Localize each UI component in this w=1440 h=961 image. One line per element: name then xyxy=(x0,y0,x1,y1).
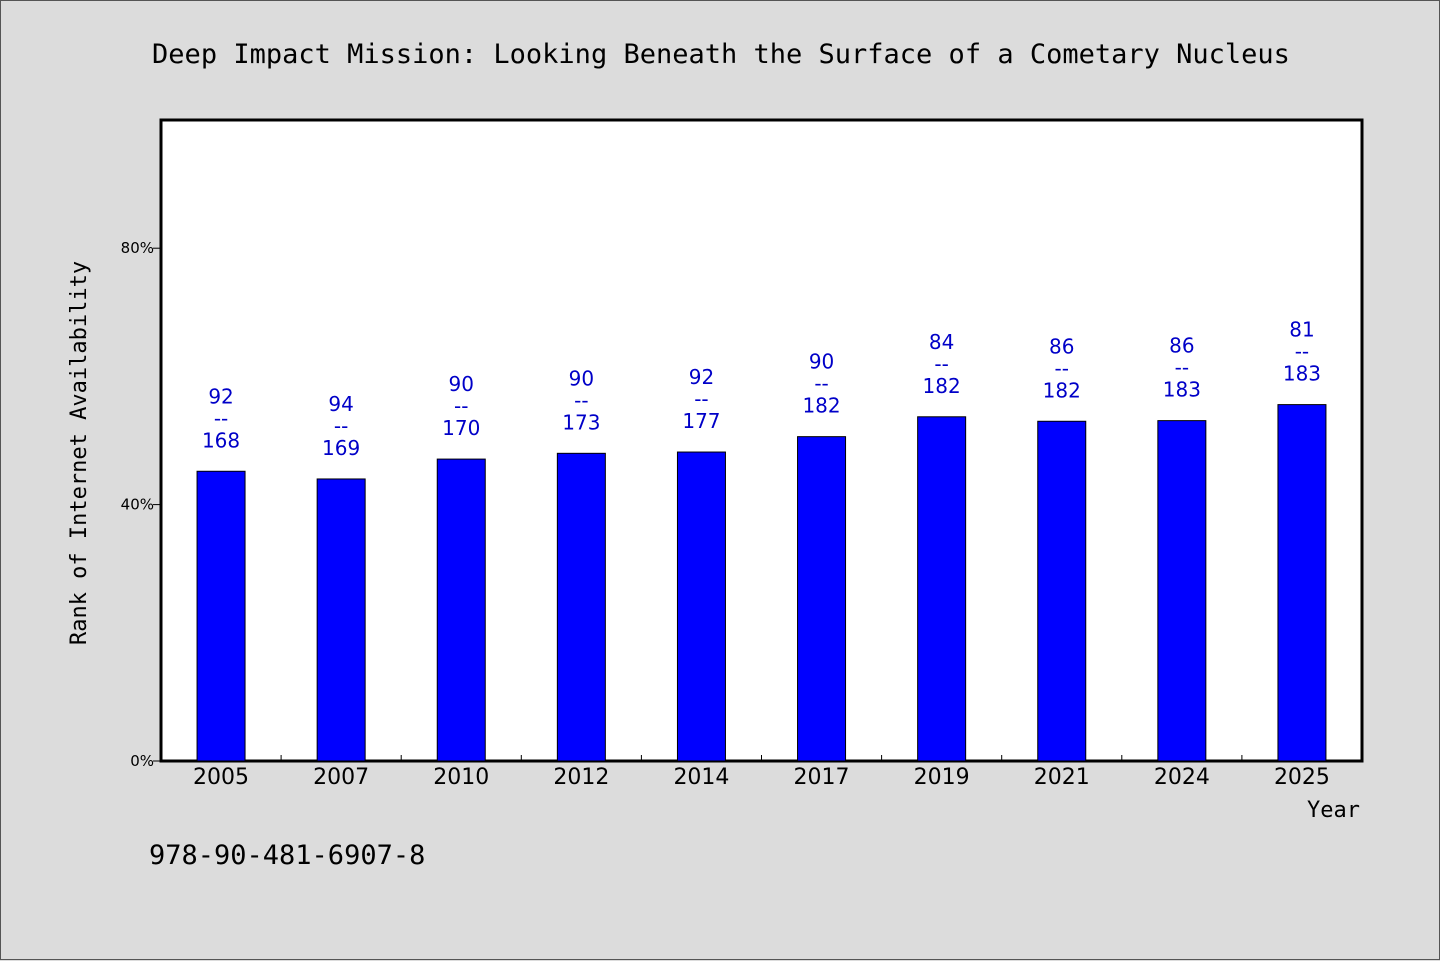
data-label-separator-2024: -- xyxy=(1175,356,1189,380)
x-tick-label-2012: 2012 xyxy=(553,765,609,790)
data-label-total-2012: 173 xyxy=(562,410,600,434)
data-label-rank-2024: 86 xyxy=(1169,334,1194,358)
x-tick-label-2010: 2010 xyxy=(433,765,489,790)
data-label-total-2025: 183 xyxy=(1283,362,1321,386)
data-label-rank-2014: 92 xyxy=(689,365,714,389)
data-label-total-2014: 177 xyxy=(682,409,720,433)
x-tick-label-2014: 2014 xyxy=(673,765,729,790)
data-label-separator-2021: -- xyxy=(1055,356,1069,380)
data-label-separator-2010: -- xyxy=(454,394,468,418)
bar-2014 xyxy=(676,451,726,762)
data-label-rank-2012: 90 xyxy=(569,366,594,390)
bar-2010 xyxy=(436,458,486,762)
bar-2005 xyxy=(196,470,246,762)
data-label-total-2005: 168 xyxy=(202,428,240,452)
y-tick-label-0: 0% xyxy=(130,752,154,770)
x-tick-label-2025: 2025 xyxy=(1274,765,1330,790)
x-tick-label-2005: 2005 xyxy=(193,765,249,790)
bar-2017 xyxy=(797,436,847,762)
data-label-rank-2021: 86 xyxy=(1049,334,1074,358)
x-axis-ticks: 2005 2007 2010 2012 2014 2017 2019 2021 2024 2025 xyxy=(193,755,1330,790)
bar-2021 xyxy=(1037,420,1087,762)
x-tick-label-2019: 2019 xyxy=(914,765,970,790)
data-label-total-2021: 182 xyxy=(1043,378,1081,402)
data-label-rank-2017: 90 xyxy=(809,350,834,374)
bar-2019 xyxy=(917,416,967,762)
bar-2025 xyxy=(1277,404,1327,762)
data-label-separator-2017: -- xyxy=(814,372,828,396)
data-label-rank-2005: 92 xyxy=(208,384,233,408)
y-tick-label-80: 80% xyxy=(121,239,154,257)
data-label-total-2024: 183 xyxy=(1163,378,1201,402)
bar-2007 xyxy=(316,478,366,762)
x-tick-label-2021: 2021 xyxy=(1034,765,1090,790)
chart-title: Deep Impact Mission: Looking Beneath the… xyxy=(152,39,1290,70)
isbn-footer: 978-90-481-6907-8 xyxy=(149,840,425,871)
data-label-total-2019: 182 xyxy=(923,374,961,398)
data-label-separator-2007: -- xyxy=(334,414,348,438)
data-label-separator-2019: -- xyxy=(934,352,948,376)
x-axis-label: Year xyxy=(1307,798,1360,823)
data-label-total-2010: 170 xyxy=(442,416,480,440)
data-label-total-2017: 182 xyxy=(802,394,840,418)
data-label-rank-2007: 94 xyxy=(328,392,353,416)
bar-2012 xyxy=(556,452,606,762)
x-tick-label-2024: 2024 xyxy=(1154,765,1210,790)
bar-2024 xyxy=(1157,420,1207,762)
y-axis-label: Rank of Internet Availability xyxy=(67,261,92,645)
data-label-total-2007: 169 xyxy=(322,436,360,460)
data-labels-group: 92--16894--16990--17090--17392--17790--1… xyxy=(202,318,1321,460)
data-label-separator-2012: -- xyxy=(574,388,588,412)
x-tick-label-2017: 2017 xyxy=(794,765,850,790)
data-label-separator-2014: -- xyxy=(694,387,708,411)
data-label-separator-2005: -- xyxy=(214,406,228,430)
data-label-rank-2010: 90 xyxy=(449,372,474,396)
data-label-rank-2025: 81 xyxy=(1289,318,1314,342)
x-tick-label-2007: 2007 xyxy=(313,765,369,790)
data-label-rank-2019: 84 xyxy=(929,330,954,354)
y-axis-ticks: 0% 40% 80% xyxy=(121,239,161,770)
bars-group xyxy=(196,404,1327,762)
y-tick-label-40: 40% xyxy=(121,496,154,514)
data-label-separator-2025: -- xyxy=(1295,340,1309,364)
